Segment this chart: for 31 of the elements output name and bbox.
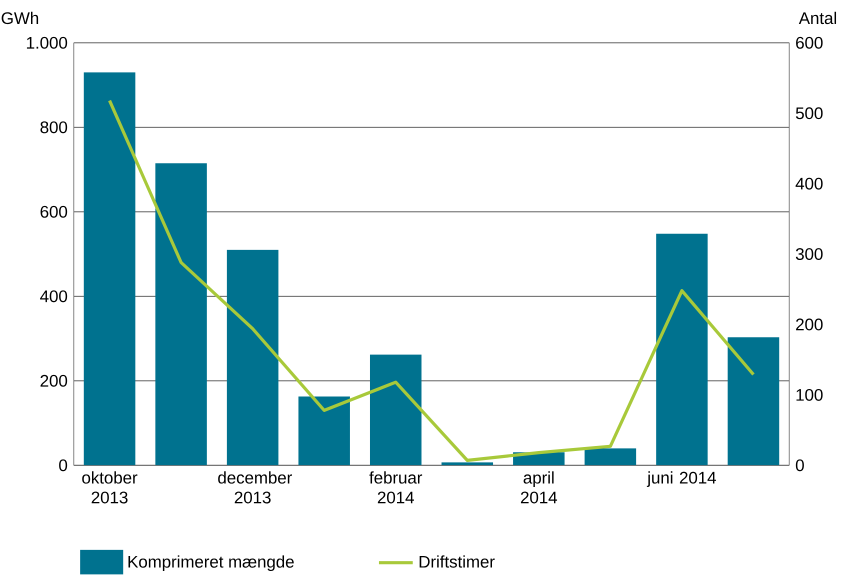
y-tick-label: 1.000: [26, 36, 68, 49]
bar: [155, 163, 207, 466]
x-tick-label: april 2014: [520, 471, 558, 504]
legend-label: Driftstimer: [420, 555, 495, 568]
y2-tick-label: 600: [796, 36, 823, 49]
bar: [226, 250, 278, 466]
x-tick-label: februar 2014: [369, 471, 422, 504]
bar: [728, 337, 780, 466]
x-tick-label: oktober 2013: [82, 471, 138, 504]
y2-tick-label: 200: [796, 318, 823, 330]
y2-tick-label: 400: [796, 178, 823, 190]
bar: [370, 354, 422, 466]
y2-tick-label: 500: [796, 107, 823, 120]
bar: [656, 234, 708, 466]
x-tick-label: juni 2014: [646, 471, 716, 487]
y-tick-label: 800: [40, 121, 68, 134]
y-tick-label: 200: [40, 374, 68, 387]
bar: [298, 396, 350, 466]
bar: [84, 72, 136, 466]
y2-tick-label: 0: [796, 459, 804, 472]
y2-tick-label: 300: [796, 248, 823, 260]
y-tick-label: 600: [40, 206, 68, 218]
x-tick-label: december 2013: [218, 471, 292, 504]
y-axis-title: GWh: [2, 12, 38, 24]
legend-label: Komprimeret mængde: [128, 555, 294, 571]
y-tick-label: 400: [40, 290, 68, 302]
y2-tick-label: 100: [796, 388, 823, 401]
y-tick-label: 0: [59, 459, 68, 472]
y2-axis-title: Antal: [798, 12, 836, 24]
bar: [584, 448, 636, 466]
line-series: [108, 98, 756, 462]
